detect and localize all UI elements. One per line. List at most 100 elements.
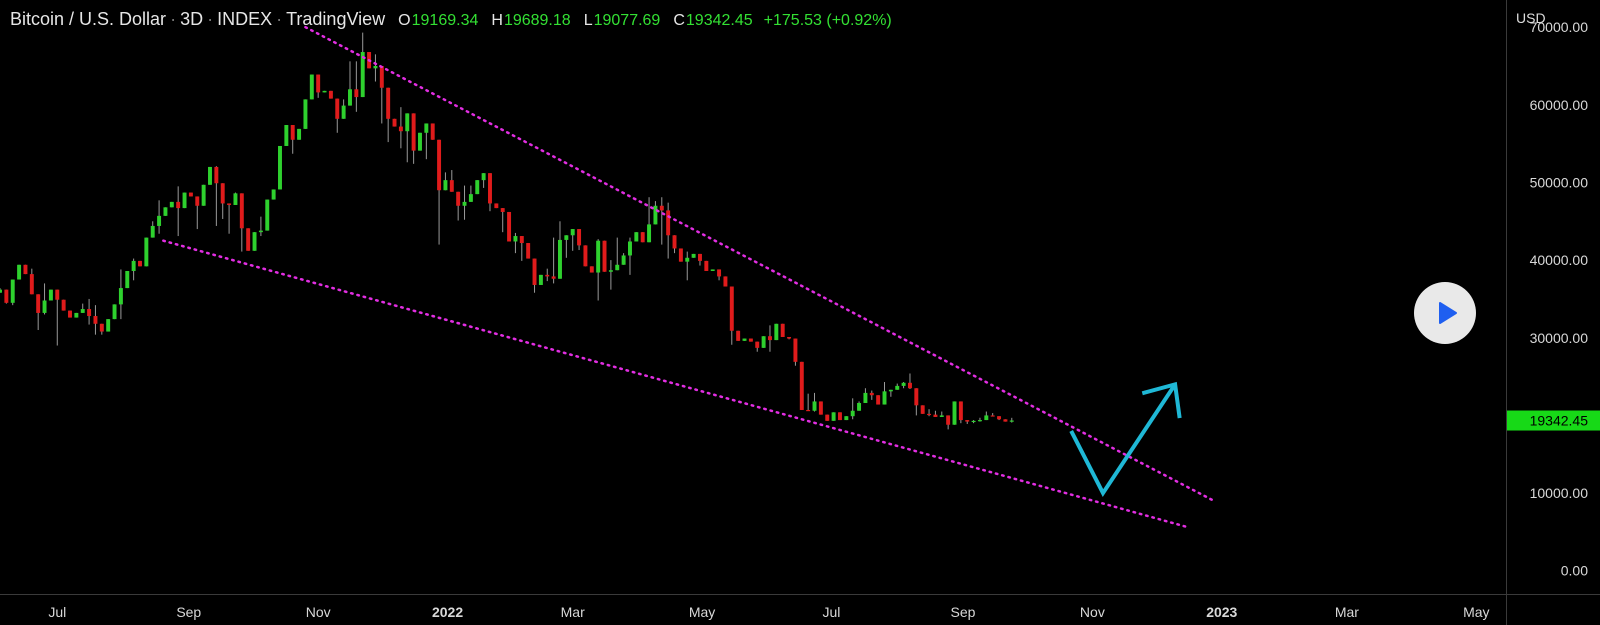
- candle: [882, 382, 887, 405]
- candle: [93, 305, 98, 335]
- candle-body: [208, 166, 212, 185]
- candle: [844, 416, 849, 421]
- candle: [704, 260, 709, 271]
- candle-body: [494, 203, 499, 209]
- candle-body: [125, 270, 130, 289]
- candle-body: [755, 341, 760, 348]
- candle-body: [774, 323, 779, 341]
- candle-body: [583, 245, 588, 267]
- candle: [10, 279, 15, 306]
- candle-body: [157, 215, 162, 226]
- candle-body: [844, 416, 849, 421]
- candle: [386, 87, 391, 143]
- candle: [150, 221, 155, 238]
- price-axis[interactable]: 0.0010000.0020000.0030000.0040000.005000…: [1530, 19, 1589, 579]
- candle-body: [297, 128, 302, 140]
- candle: [1003, 419, 1008, 422]
- time-tick-label: 2022: [432, 604, 463, 620]
- candle: [532, 258, 537, 293]
- candle-body: [309, 74, 314, 100]
- candle: [812, 392, 817, 412]
- price-tick-label: 70000.00: [1530, 19, 1589, 35]
- time-tick-label: May: [1463, 604, 1489, 620]
- candle-body: [608, 270, 613, 272]
- candle: [615, 237, 620, 271]
- lower-trendline: [162, 239, 1190, 529]
- candle-body: [596, 240, 601, 273]
- candle: [488, 173, 492, 212]
- candle-body: [602, 240, 607, 272]
- candle-body: [348, 89, 352, 106]
- candle: [787, 336, 792, 340]
- candle-body: [462, 201, 467, 206]
- candle: [252, 232, 257, 251]
- candle: [284, 125, 289, 146]
- candle-body: [869, 392, 874, 396]
- separator-dot: ·: [207, 9, 214, 29]
- candle: [55, 289, 60, 346]
- candle: [939, 411, 944, 417]
- candle: [265, 199, 270, 231]
- candle-body: [952, 401, 957, 425]
- candle: [920, 405, 925, 414]
- candle-body: [106, 319, 111, 332]
- close-label: C: [673, 12, 685, 29]
- candle-body: [793, 338, 798, 362]
- projection-arrow: [1069, 383, 1177, 498]
- candle: [895, 383, 900, 390]
- candle-body: [971, 420, 976, 423]
- candle: [710, 269, 715, 271]
- separator-dot: ·: [276, 9, 283, 29]
- candle: [691, 253, 696, 258]
- candle-body: [220, 183, 225, 204]
- candle-body: [118, 288, 123, 305]
- candle-body: [284, 125, 289, 146]
- candle-body: [666, 210, 671, 236]
- candle: [997, 416, 1002, 421]
- candle: [449, 170, 454, 192]
- candle: [373, 54, 378, 82]
- candle-body: [61, 299, 66, 311]
- candle: [220, 183, 225, 219]
- candle: [946, 415, 951, 430]
- candle: [653, 201, 658, 225]
- play-button[interactable]: [1414, 282, 1476, 344]
- candle: [214, 166, 219, 226]
- candle: [857, 401, 862, 411]
- candle: [176, 186, 181, 237]
- candle: [659, 197, 664, 245]
- candle-body: [379, 66, 384, 88]
- candle: [666, 202, 671, 259]
- candle: [239, 193, 244, 252]
- last-price-tag: 19342.45: [1507, 410, 1600, 431]
- interval-label[interactable]: 3D: [180, 9, 204, 29]
- candle: [61, 299, 66, 311]
- candle: [742, 338, 747, 341]
- candle-body: [290, 125, 295, 140]
- symbol-name[interactable]: Bitcoin / U.S. Dollar: [10, 9, 167, 29]
- candle: [271, 189, 276, 200]
- candle: [729, 286, 734, 345]
- candle: [500, 208, 505, 233]
- candle: [647, 197, 652, 243]
- candle-body: [863, 392, 868, 403]
- candle: [144, 237, 149, 267]
- candle: [837, 412, 842, 421]
- candle-body: [456, 191, 461, 206]
- candle: [138, 260, 142, 267]
- candle-body: [475, 180, 480, 195]
- candle-body: [55, 289, 60, 300]
- candle: [424, 123, 429, 160]
- candle-body: [48, 289, 53, 301]
- candle: [106, 319, 111, 332]
- candle-body: [398, 126, 403, 132]
- candle: [977, 417, 982, 422]
- candle: [608, 260, 613, 290]
- candle-body: [163, 207, 168, 216]
- time-axis[interactable]: Jul Sep Nov 2022 Mar May Jul Sep Nov 2023 Mar May: [48, 604, 1489, 620]
- candle: [278, 145, 282, 190]
- candle: [80, 303, 85, 313]
- candle-body: [188, 192, 193, 197]
